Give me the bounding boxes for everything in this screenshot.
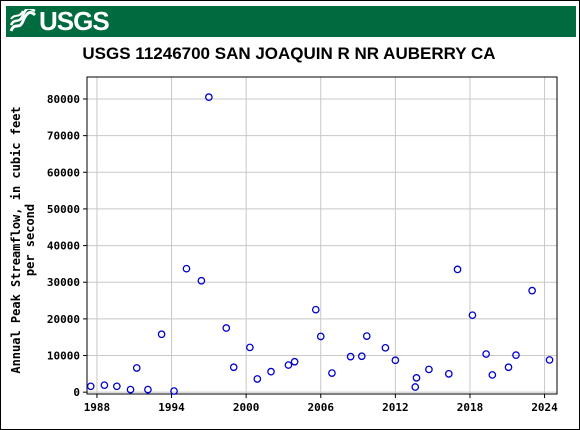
y-tick-label: 30000 (47, 276, 80, 289)
data-point (488, 371, 497, 379)
data-point (197, 276, 206, 285)
data-point (132, 364, 141, 372)
data-point (362, 332, 371, 340)
data-point (170, 387, 178, 395)
x-tick-label: 2000 (233, 401, 260, 414)
data-point (229, 363, 238, 372)
data-point (357, 352, 366, 361)
y-tick-label: 50000 (47, 203, 80, 216)
data-point (468, 311, 477, 320)
x-tick-label: 2018 (457, 401, 484, 414)
y-tick-label: 40000 (47, 240, 80, 253)
data-point (144, 385, 152, 394)
y-tick-label: 20000 (47, 313, 80, 326)
y-tick-label: 60000 (47, 166, 80, 179)
data-point (157, 330, 166, 339)
axis-ticks: 1988 1994 2000 2006 2012 2018 2024 0 10000 20000 3… (47, 93, 558, 414)
data-point (311, 305, 320, 314)
y-axis-title-line-1: Annual Peak Streamflow, in cubic feet (9, 106, 23, 373)
data-point (112, 382, 121, 391)
usgs-banner: USGS (6, 6, 576, 37)
x-tick-label: 2006 (308, 401, 335, 414)
data-point (316, 332, 325, 341)
data-point (411, 383, 420, 391)
data-point (100, 381, 109, 390)
plot-area (86, 76, 558, 395)
x-tick-label: 2024 (531, 401, 558, 414)
x-tick-label: 2012 (382, 401, 409, 414)
data-points (86, 93, 554, 395)
data-point (253, 375, 262, 383)
data-point (222, 324, 231, 332)
data-point (346, 352, 355, 361)
data-point (205, 93, 213, 102)
data-point (528, 286, 536, 295)
data-point (444, 369, 453, 378)
data-point (290, 357, 299, 366)
data-point (391, 356, 400, 365)
y-axis-title-line-2: per second (23, 204, 37, 276)
y-tick-label: 0 (73, 386, 80, 399)
data-point (425, 365, 433, 374)
data-point (86, 382, 95, 391)
data-point (182, 264, 191, 273)
y-tick-label: 10000 (47, 350, 80, 363)
data-point (328, 369, 336, 377)
y-tick-label: 70000 (47, 130, 80, 143)
data-point (504, 363, 513, 372)
y-axis-title: Annual Peak Streamflow, in cubic feet pe… (9, 106, 37, 373)
data-point (267, 367, 275, 376)
data-point (545, 356, 554, 364)
usgs-wave-icon (9, 9, 37, 32)
usgs-logo-text: USGS (39, 6, 110, 36)
data-point (381, 343, 390, 352)
y-tick-label: 80000 (47, 93, 80, 106)
data-point (246, 343, 254, 352)
data-point (482, 350, 490, 358)
chart-title: USGS 11246700 SAN JOAQUIN R NR AUBERRY C… (82, 44, 495, 63)
x-tick-label: 1994 (158, 401, 185, 414)
data-point (512, 351, 520, 360)
data-point (412, 374, 421, 382)
data-point (284, 361, 293, 369)
data-point (453, 265, 462, 274)
grid-lines (87, 77, 557, 394)
x-tick-label: 1988 (84, 401, 111, 414)
data-point (126, 385, 135, 394)
